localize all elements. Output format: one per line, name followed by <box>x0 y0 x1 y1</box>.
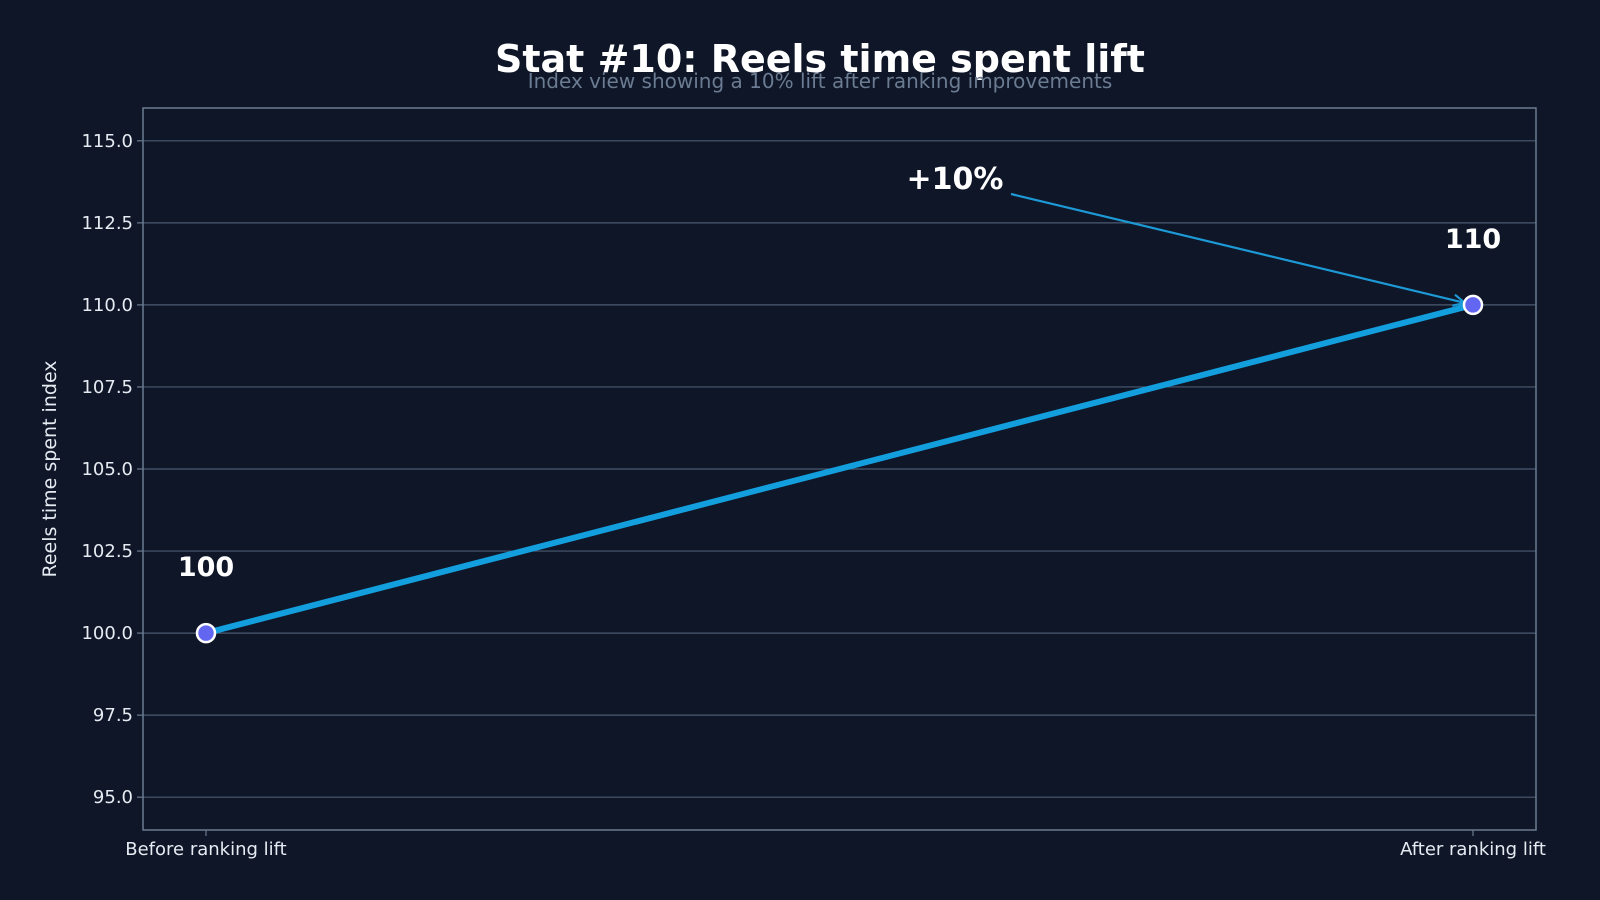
y-tick-label: 100.0 <box>81 623 133 644</box>
y-tick-label: 95.0 <box>93 787 133 808</box>
y-tick-label: 115.0 <box>81 131 133 152</box>
series <box>195 294 1484 644</box>
data-point <box>195 622 217 644</box>
y-axis-label: Reels time spent index <box>39 360 61 577</box>
grid-lines <box>143 140 1536 798</box>
annotation-text: +10% <box>907 162 1004 197</box>
data-label: 100 <box>178 552 234 583</box>
y-axis-ticks: 95.0 97.5 100.0 102.5 105.0 107.5 110.0 112.5 11… <box>81 131 143 808</box>
y-tick-label: 102.5 <box>81 541 133 562</box>
chart-subtitle: Index view showing a 10% lift after rank… <box>528 69 1113 93</box>
x-tick-label: Before ranking lift <box>125 839 286 860</box>
series-line <box>203 301 1476 637</box>
chart-title: Stat #10: Reels time spent lift <box>495 37 1145 81</box>
annotation-arrow <box>1010 192 1466 304</box>
y-tick-label: 112.5 <box>81 213 133 234</box>
y-tick-label: 110.0 <box>81 295 133 316</box>
data-labels: 100 110 <box>178 224 1501 583</box>
data-label: 110 <box>1445 224 1501 255</box>
x-axis-ticks: Before ranking lift After ranking lift <box>125 830 1546 860</box>
y-tick-label: 107.5 <box>81 377 133 398</box>
y-tick-label: 105.0 <box>81 459 133 480</box>
data-point <box>1462 294 1484 316</box>
y-tick-label: 97.5 <box>93 705 133 726</box>
x-tick-label: After ranking lift <box>1400 839 1546 860</box>
annotation: +10% <box>907 162 1468 307</box>
